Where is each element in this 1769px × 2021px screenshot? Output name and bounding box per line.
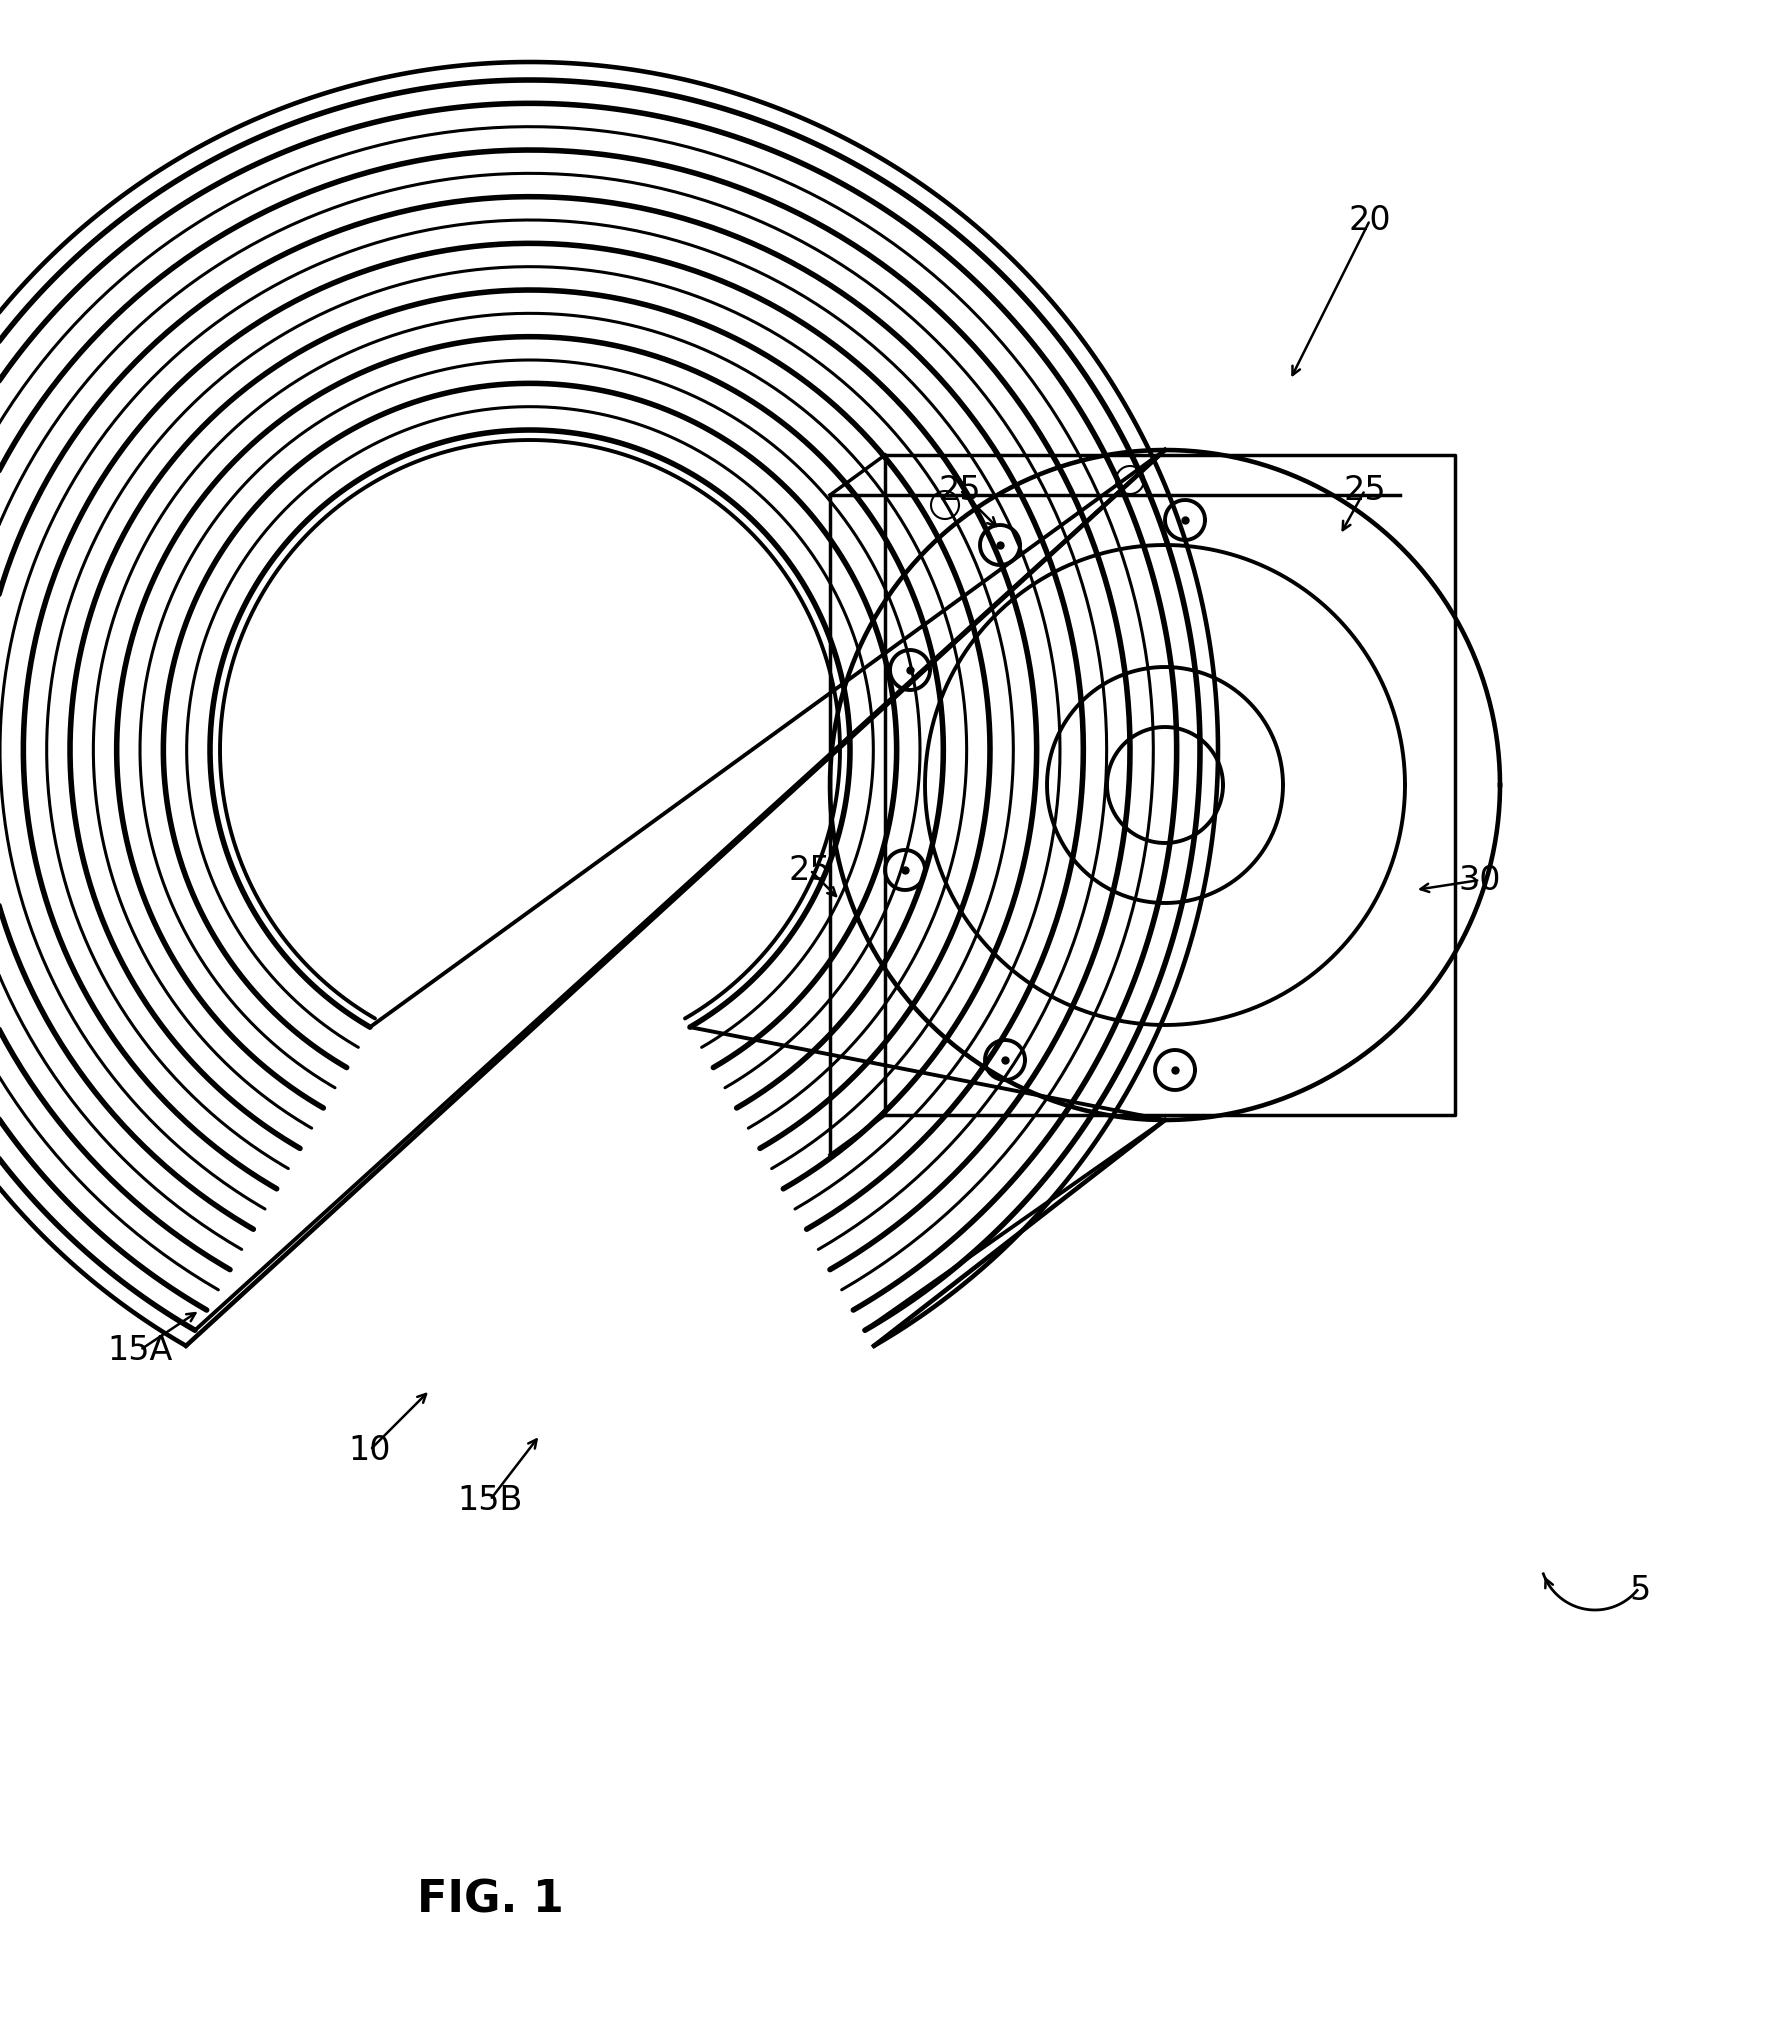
Text: 25: 25 <box>939 473 982 507</box>
Text: FIG. 1: FIG. 1 <box>416 1878 564 1922</box>
Text: 5: 5 <box>1629 1574 1650 1607</box>
Text: 25: 25 <box>1344 473 1387 507</box>
Text: 30: 30 <box>1459 863 1502 897</box>
Text: 15B: 15B <box>458 1483 522 1516</box>
Text: 15A: 15A <box>108 1334 173 1366</box>
Text: 10: 10 <box>348 1433 391 1467</box>
Text: 20: 20 <box>1348 204 1390 236</box>
Text: 25: 25 <box>789 853 831 887</box>
